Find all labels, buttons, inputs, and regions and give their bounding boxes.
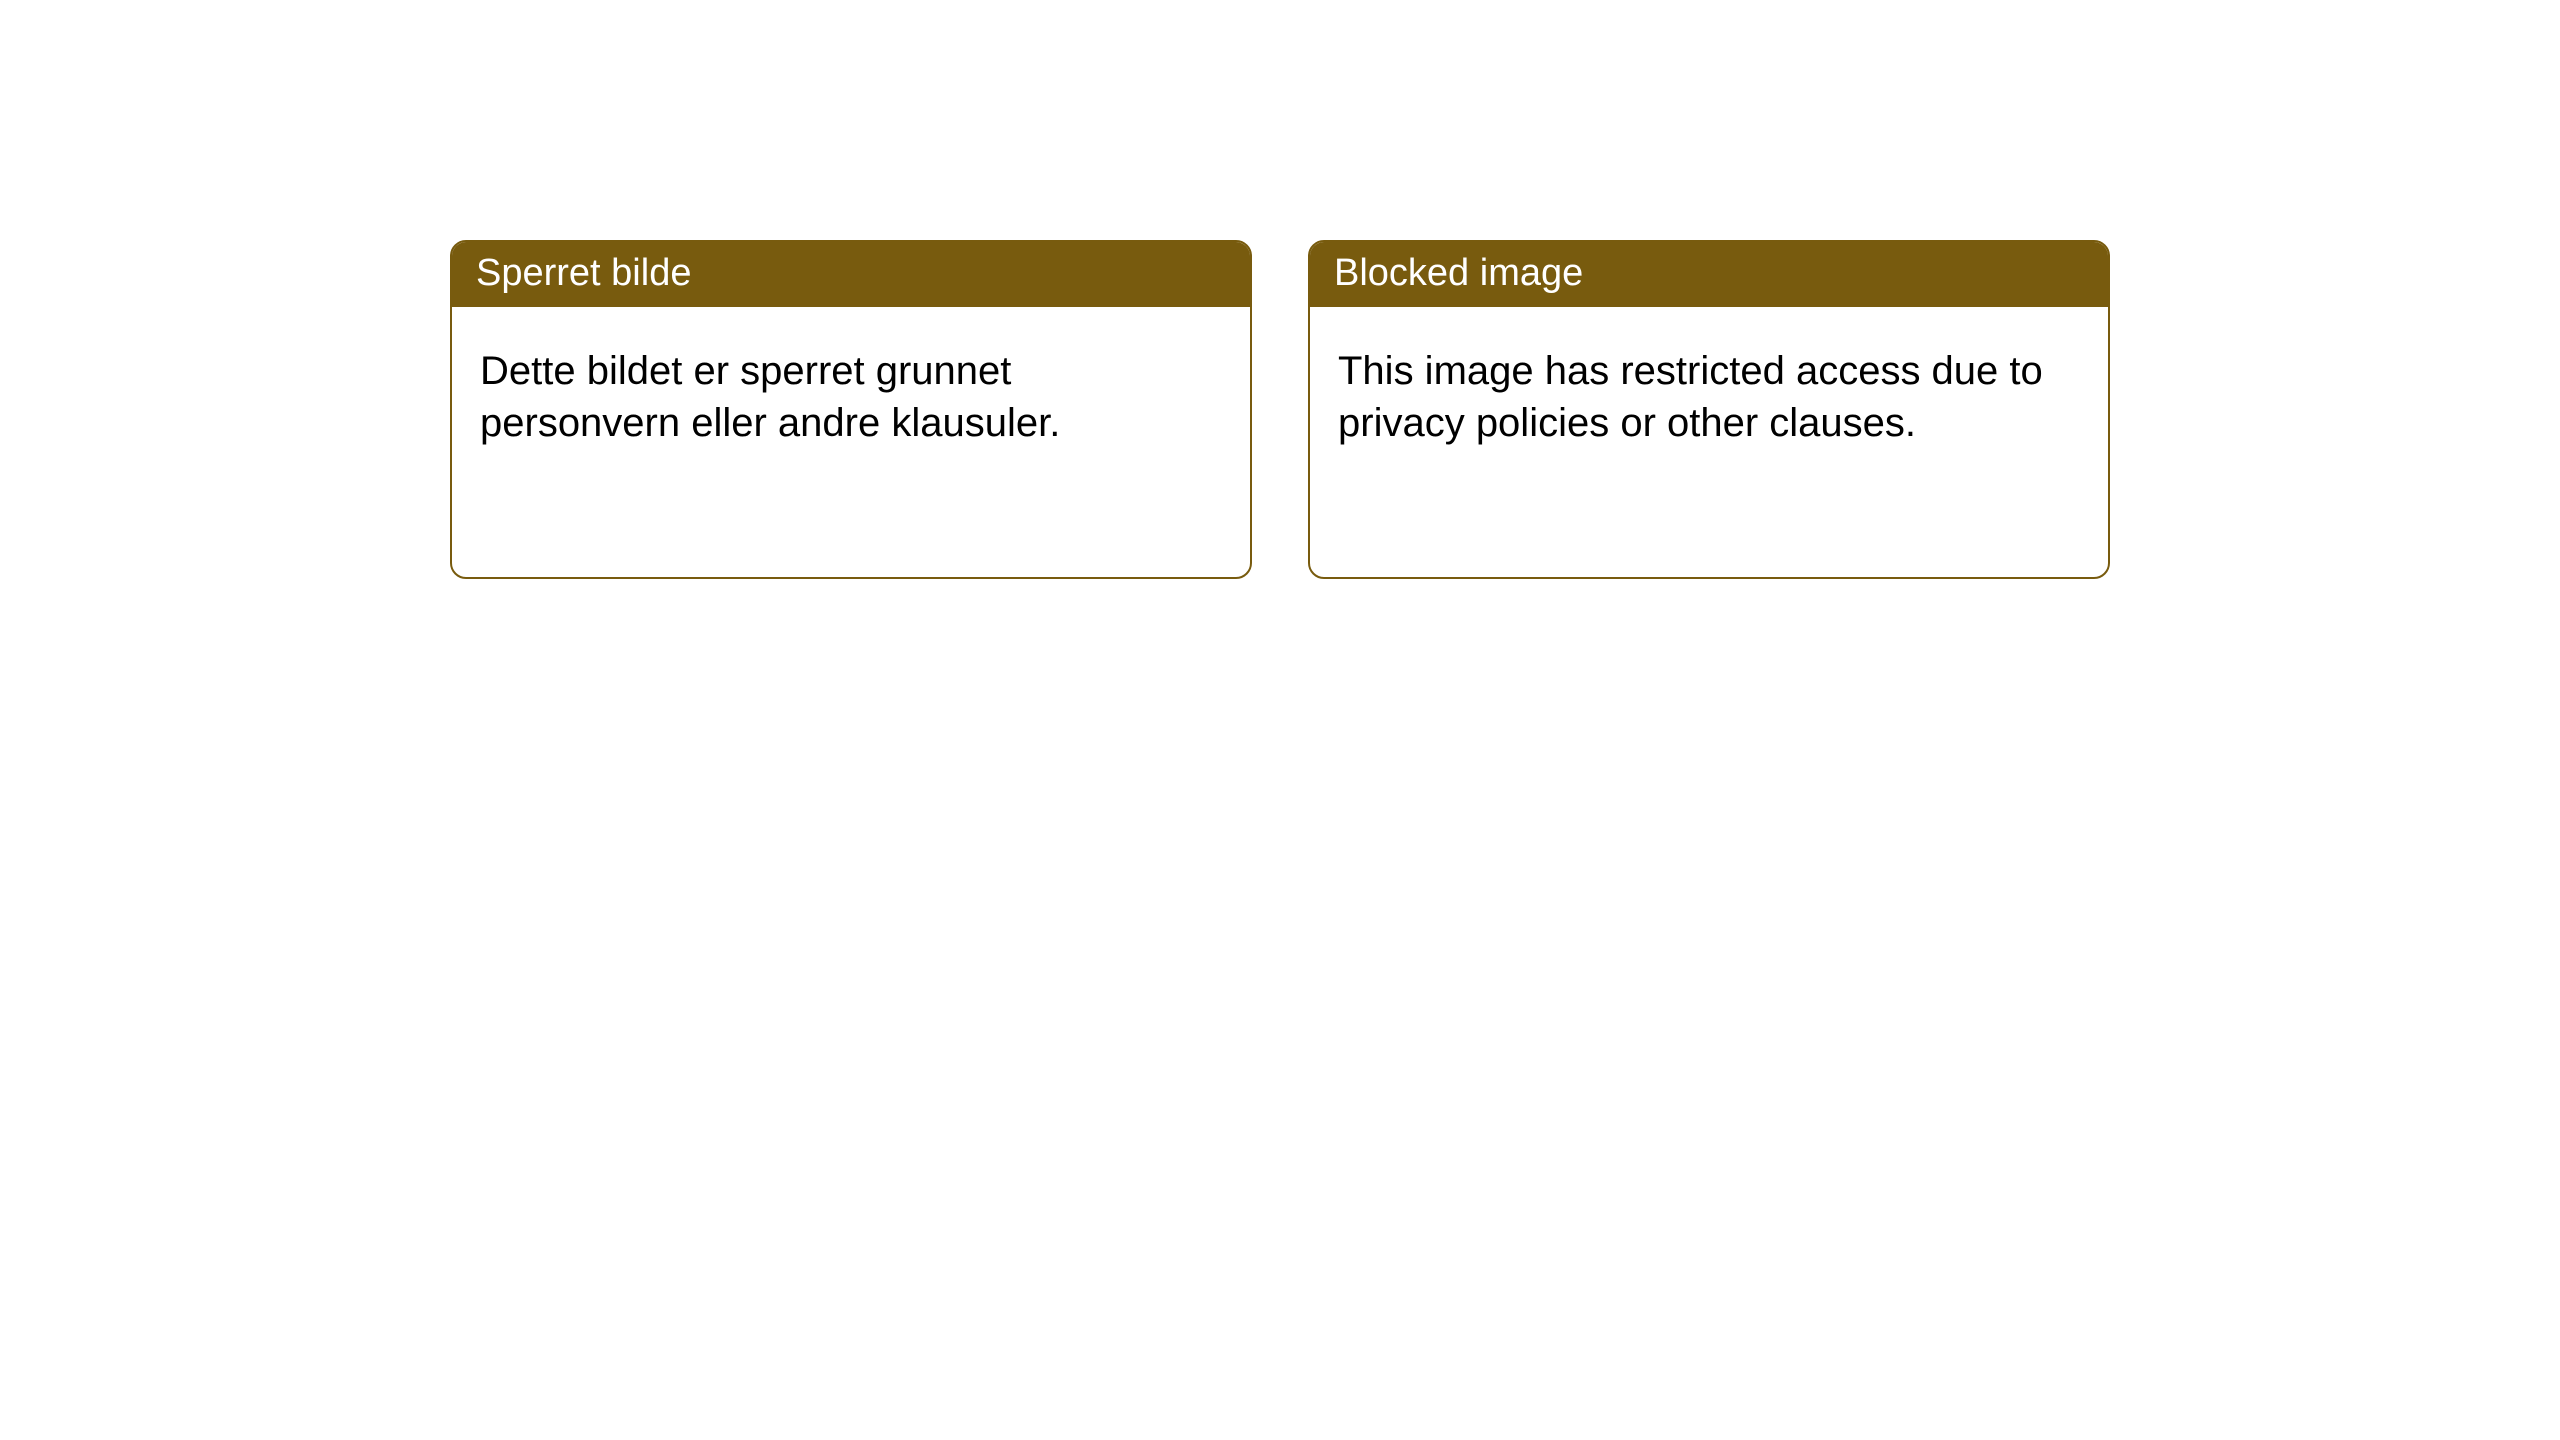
notice-card-norwegian: Sperret bilde Dette bildet er sperret gr…: [450, 240, 1252, 579]
card-header: Blocked image: [1310, 242, 2108, 307]
notice-container: Sperret bilde Dette bildet er sperret gr…: [0, 0, 2560, 579]
card-header: Sperret bilde: [452, 242, 1250, 307]
card-body: Dette bildet er sperret grunnet personve…: [452, 307, 1250, 577]
notice-card-english: Blocked image This image has restricted …: [1308, 240, 2110, 579]
card-body: This image has restricted access due to …: [1310, 307, 2108, 577]
